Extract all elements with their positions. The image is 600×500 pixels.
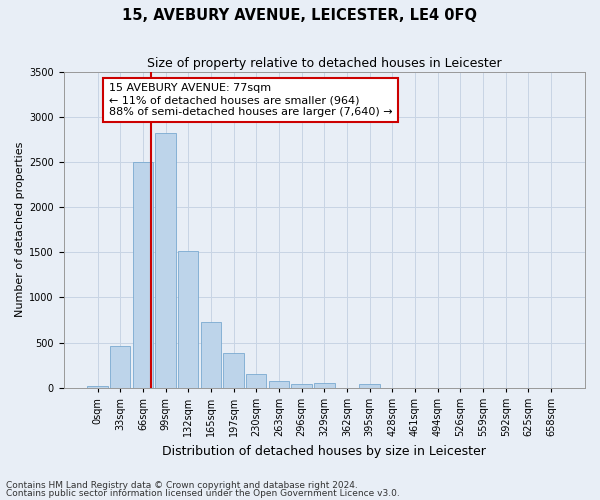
- Bar: [88, 386, 108, 388]
- Bar: [359, 384, 380, 388]
- Bar: [314, 383, 335, 388]
- Bar: [155, 133, 176, 388]
- Bar: [133, 162, 153, 388]
- Y-axis label: Number of detached properties: Number of detached properties: [15, 142, 25, 318]
- X-axis label: Distribution of detached houses by size in Leicester: Distribution of detached houses by size …: [163, 444, 486, 458]
- Bar: [246, 374, 266, 388]
- Bar: [110, 346, 130, 388]
- Bar: [292, 384, 312, 388]
- Bar: [223, 354, 244, 388]
- Text: 15 AVEBURY AVENUE: 77sqm
← 11% of detached houses are smaller (964)
88% of semi-: 15 AVEBURY AVENUE: 77sqm ← 11% of detach…: [109, 84, 392, 116]
- Bar: [201, 322, 221, 388]
- Text: Contains public sector information licensed under the Open Government Licence v3: Contains public sector information licen…: [6, 489, 400, 498]
- Text: Contains HM Land Registry data © Crown copyright and database right 2024.: Contains HM Land Registry data © Crown c…: [6, 480, 358, 490]
- Text: 15, AVEBURY AVENUE, LEICESTER, LE4 0FQ: 15, AVEBURY AVENUE, LEICESTER, LE4 0FQ: [122, 8, 478, 22]
- Bar: [178, 252, 199, 388]
- Title: Size of property relative to detached houses in Leicester: Size of property relative to detached ho…: [147, 58, 502, 70]
- Bar: [269, 381, 289, 388]
